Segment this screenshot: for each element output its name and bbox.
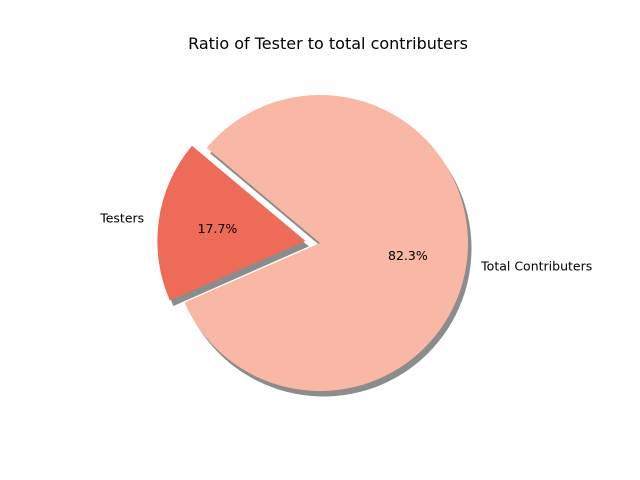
pie-slice-total-contributers	[184, 95, 469, 391]
pie-slices	[157, 95, 469, 391]
chart-title: Ratio of Tester to total contributers	[188, 34, 468, 53]
category-label-testers: Testers	[99, 210, 144, 225]
category-label-total-contributers: Total Contributers	[480, 259, 592, 274]
slice-labels: 17.7% Testers 82.3% Total Contributers	[99, 210, 592, 273]
percent-label-total-contributers: 82.3%	[388, 248, 428, 263]
percent-label-testers: 17.7%	[198, 221, 238, 236]
pie-slice-testers	[157, 145, 306, 301]
